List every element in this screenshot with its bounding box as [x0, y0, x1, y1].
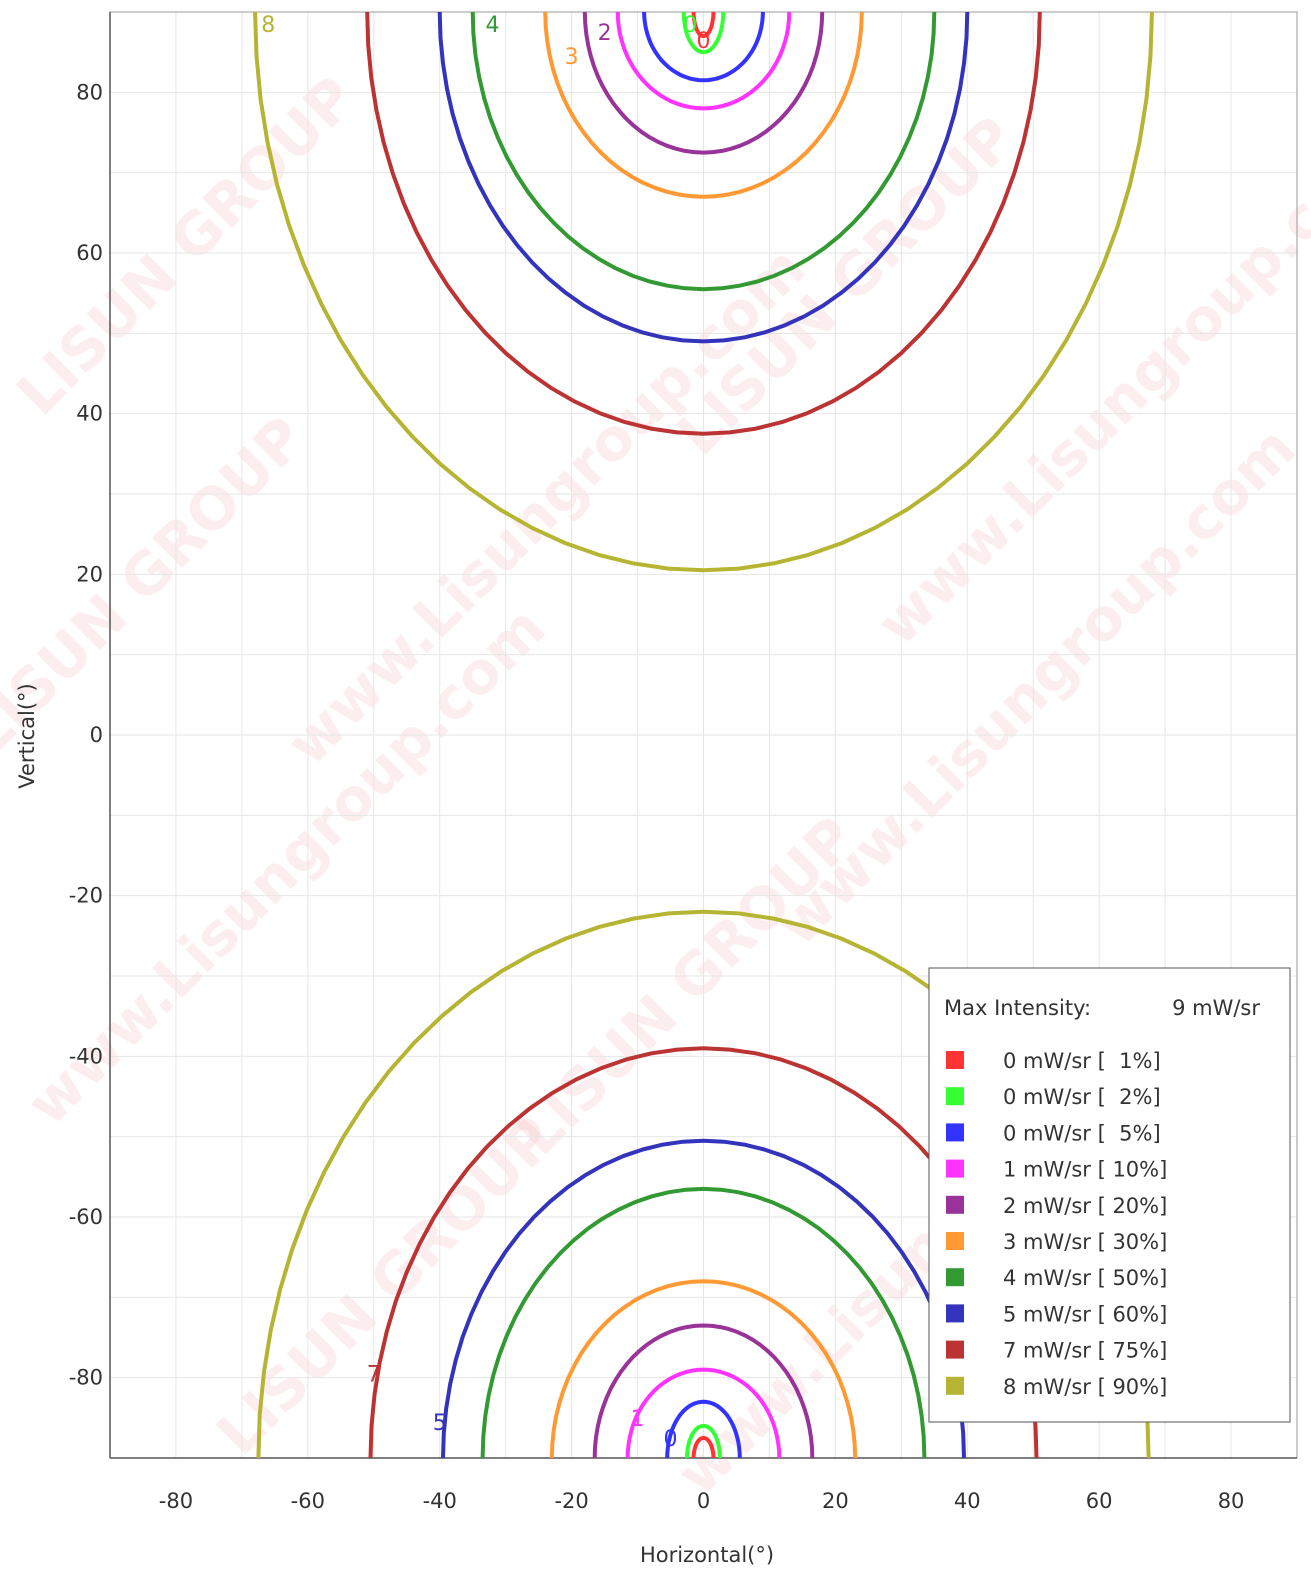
y-tick-label: 60 [76, 241, 103, 265]
x-tick-label: 40 [954, 1489, 981, 1513]
x-tick-label: 0 [697, 1489, 710, 1513]
contour-label: 3 [565, 45, 579, 70]
contour-bottom-5 [549, 1279, 858, 1458]
contour-label: 8 [261, 13, 275, 38]
contour-label: 1 [631, 1407, 645, 1432]
legend-swatch [946, 1268, 964, 1287]
contour-bottom-4 [592, 1323, 815, 1458]
legend-swatch [946, 1123, 964, 1142]
contour-label: 0 [683, 13, 697, 38]
y-tick-label: 20 [76, 562, 103, 586]
contour-bottom-1 [685, 1423, 722, 1458]
legend-entry-label: 3 mW/sr [ 30%] [1003, 1230, 1167, 1254]
y-tick-label: 80 [76, 80, 103, 104]
legend-swatch [946, 1304, 964, 1323]
contour-top-9 [253, 12, 1154, 573]
contour-label: 7 [367, 1363, 381, 1388]
contour-top-1 [681, 12, 726, 55]
contour-top-8 [365, 12, 1042, 436]
contour-bottom-2 [665, 1399, 742, 1458]
contour-label: 2 [598, 21, 612, 46]
legend-entry-label: 0 mW/sr [ 1%] [1003, 1049, 1161, 1073]
contour-top-7 [437, 12, 970, 344]
watermark-text: www.Lisungroup.com [273, 233, 818, 778]
y-tick-label: -20 [69, 884, 103, 908]
y-tick-label: -40 [69, 1044, 103, 1068]
x-tick-label: -40 [423, 1489, 457, 1513]
contour-top-6 [470, 12, 937, 292]
watermark-text: LISUN GROUP [0, 404, 318, 768]
legend-swatch [946, 1340, 964, 1359]
legend-swatch [946, 1159, 964, 1178]
legend-max-intensity-label: Max Intensity: [944, 996, 1091, 1020]
legend-box [928, 967, 1291, 1423]
legend-entry-label: 7 mW/sr [ 75%] [1003, 1339, 1167, 1363]
contour-label: 5 [433, 1411, 447, 1436]
x-tick-label: 80 [1218, 1489, 1245, 1513]
watermark-text: LISUN GROUP [504, 804, 868, 1168]
contour-bottom-3 [625, 1367, 782, 1458]
y-axis-title: Vertical(°) [15, 683, 39, 789]
contour-top-4 [582, 12, 825, 155]
x-tick-label: -20 [554, 1489, 588, 1513]
contour-top-5 [543, 12, 864, 199]
contour-top-0 [691, 12, 716, 39]
contour-label: 0 [697, 29, 711, 54]
legend-entry-label: 2 mW/sr [ 20%] [1003, 1194, 1167, 1218]
y-tick-label: 0 [90, 723, 103, 747]
watermark-text: LISUN GROUP [4, 64, 368, 428]
legend-entry-label: 8 mW/sr [ 90%] [1003, 1375, 1167, 1399]
legend-swatch [946, 1087, 964, 1106]
x-tick-label: -80 [159, 1489, 193, 1513]
y-tick-label: -60 [69, 1205, 103, 1229]
contour-bottom-0 [691, 1435, 716, 1458]
y-tick-label: -80 [69, 1366, 103, 1390]
legend-entry-label: 5 mW/sr [ 60%] [1003, 1302, 1167, 1326]
legend-swatch [946, 1232, 964, 1250]
x-tick-label: 20 [822, 1489, 849, 1513]
legend-entry-label: 1 mW/sr [ 10%] [1003, 1158, 1167, 1182]
legend-swatch [946, 1051, 964, 1069]
legend-entry-label: 4 mW/sr [ 50%] [1003, 1266, 1167, 1290]
x-axis-title: Horizontal(°) [640, 1543, 774, 1567]
legend-swatch [946, 1195, 964, 1214]
contour-label: 4 [485, 13, 499, 38]
contour-top-3 [615, 12, 792, 111]
contour-lines [253, 12, 1154, 1458]
y-tick-label: 40 [76, 402, 103, 426]
legend: Max Intensity: 9 mW/sr 0 mW/sr [ 1%] 0 mW… [928, 967, 1291, 1423]
legend-swatch [946, 1376, 964, 1395]
legend-max-intensity-value: 9 mW/sr [1172, 996, 1260, 1020]
contour-top-2 [642, 12, 765, 83]
legend-entry-label: 0 mW/sr [ 2%] [1003, 1085, 1161, 1109]
contour-bottom-6 [480, 1186, 927, 1458]
x-tick-label: -60 [291, 1489, 325, 1513]
contour-label: 0 [664, 1427, 678, 1452]
tick-labels: -80 -60 -40 -20 0 20 40 60 80 80 60 40 20 0 -20 -40 -60 -… [69, 80, 1245, 1513]
x-tick-label: 60 [1086, 1489, 1113, 1513]
legend-entry-label: 0 mW/sr [ 5%] [1003, 1121, 1161, 1145]
